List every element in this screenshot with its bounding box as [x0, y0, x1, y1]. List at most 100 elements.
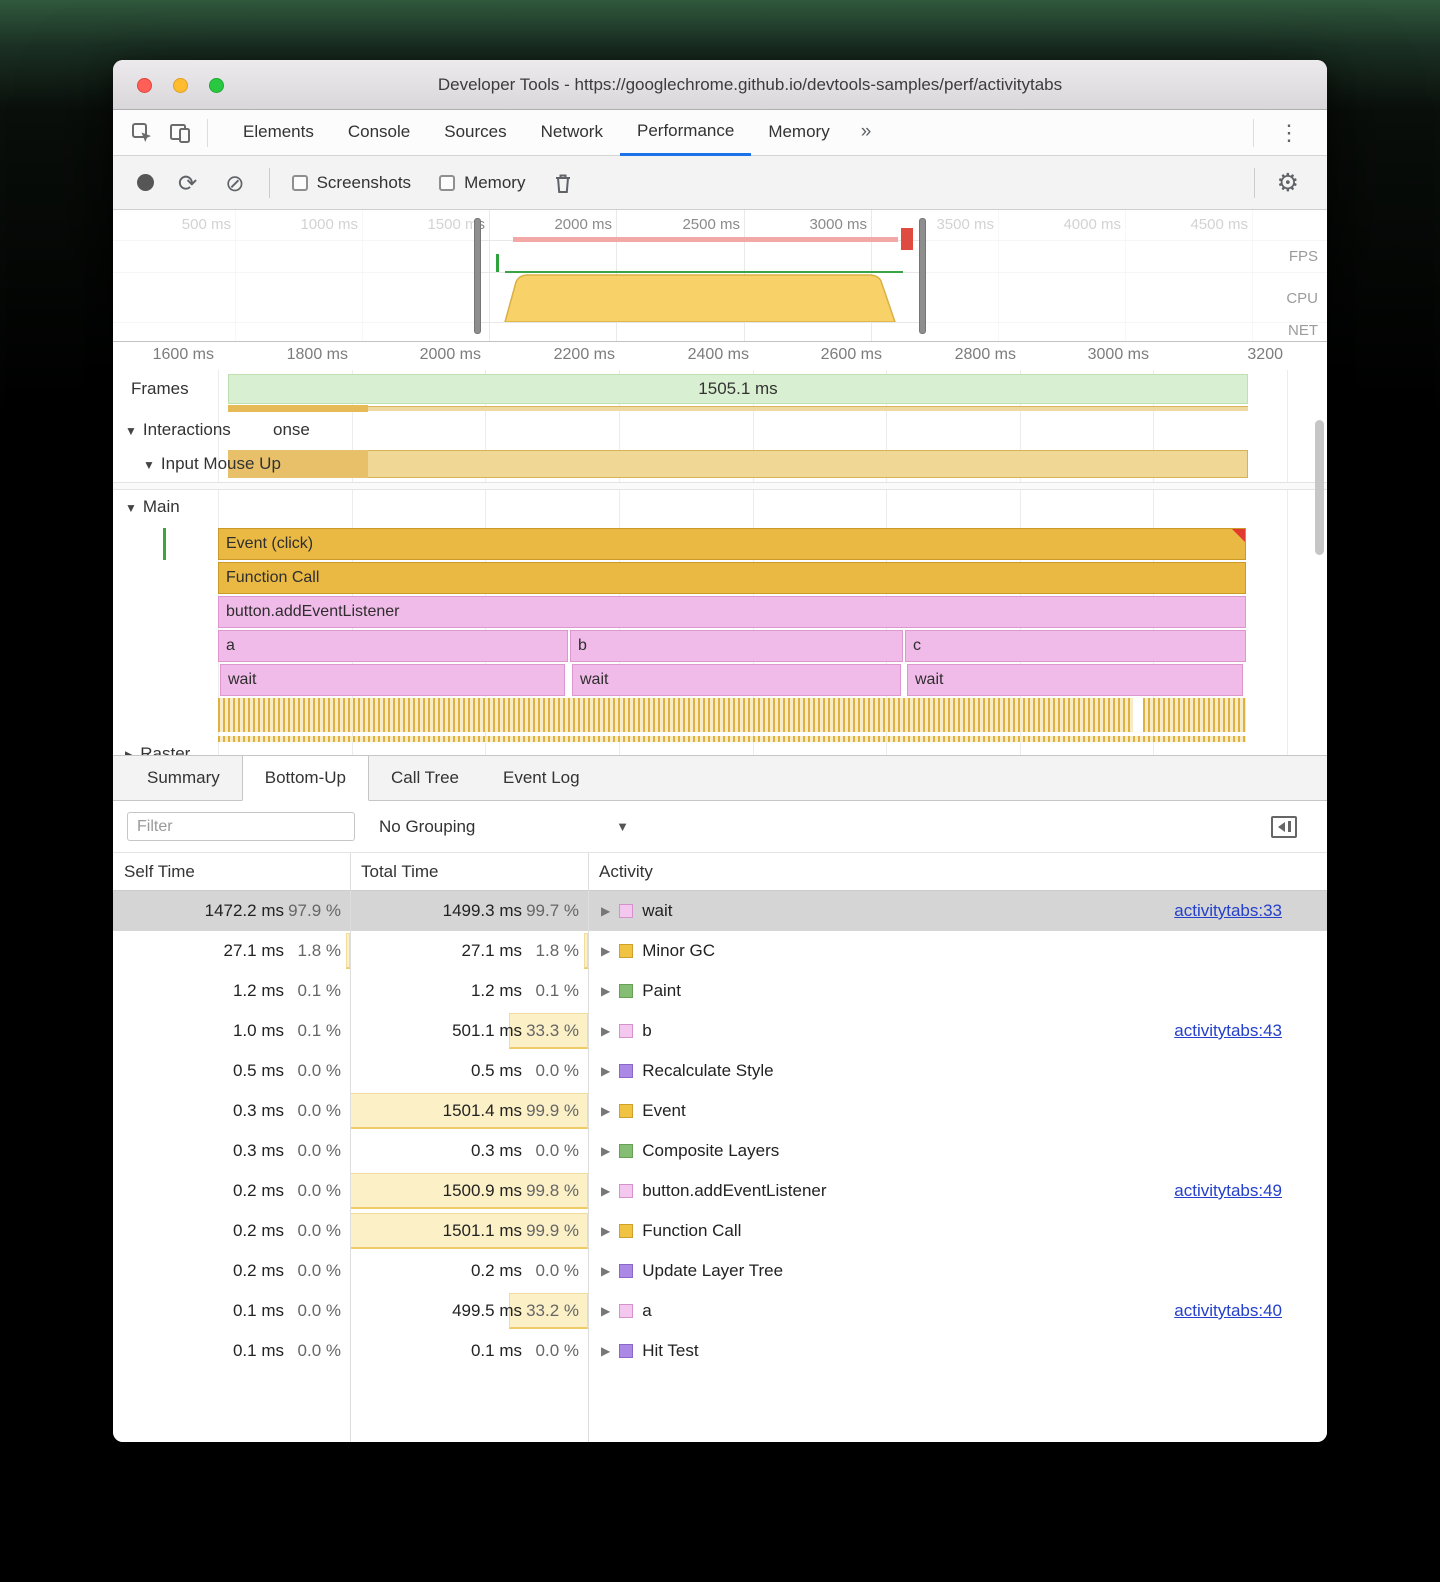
table-row[interactable]: 0.3 ms 0.0 % 0.3 ms 0.0 % ▶ Composite La… [113, 1131, 1327, 1171]
table-row[interactable]: 0.1 ms 0.0 % 499.5 ms 33.2 % ▶ a activit… [113, 1291, 1327, 1331]
header-total-time[interactable]: Total Time [361, 862, 439, 881]
table-row[interactable]: 0.2 ms 0.0 % 0.2 ms 0.0 % ▶ Update Layer… [113, 1251, 1327, 1291]
flame-bar-wait-2[interactable]: wait [572, 664, 901, 696]
flame-bar-b[interactable]: b [570, 630, 903, 662]
source-link[interactable]: activitytabs:49 [1174, 1181, 1282, 1200]
expand-arrow-icon[interactable]: ▶ [601, 1144, 611, 1158]
tab-elements[interactable]: Elements [243, 121, 314, 141]
source-link[interactable]: activitytabs:40 [1174, 1301, 1282, 1320]
frames-track-label: Frames [131, 379, 189, 398]
flame-bar-event-click[interactable]: Event (click) [218, 528, 1246, 560]
heaviest-stack-toggle[interactable] [1271, 815, 1297, 838]
more-tabs-button[interactable]: » [860, 120, 872, 142]
reload-and-profile-button[interactable]: ⟳ [178, 169, 198, 196]
tab-call-tree[interactable]: Call Tree [390, 768, 460, 787]
device-toolbar-button[interactable] [161, 110, 199, 156]
activity-cell: ▶ b activitytabs:43 [588, 1011, 1327, 1051]
tab-summary[interactable]: Summary [147, 768, 220, 787]
flame-bar-wait-3[interactable]: wait [907, 664, 1243, 696]
raster-section-label[interactable]: ▶ Raster [125, 744, 190, 755]
micro-tasks-stripe[interactable] [1143, 698, 1246, 732]
expand-arrow-icon[interactable]: ▶ [601, 1304, 611, 1318]
tab-memory[interactable]: Memory [768, 121, 830, 141]
tab-performance[interactable]: Performance [619, 110, 752, 156]
flame-chart[interactable]: 1600 ms 1800 ms 2000 ms 2200 ms 2400 ms 2600 … [113, 342, 1327, 755]
grouping-value: No Grouping [379, 816, 476, 836]
screenshots-checkbox[interactable] [291, 174, 308, 191]
ruler-label: 1800 ms [286, 346, 348, 363]
expand-arrow-icon[interactable]: ▶ [601, 1184, 611, 1198]
header-self-time[interactable]: Self Time [124, 862, 195, 881]
flame-bar-c[interactable]: c [905, 630, 1246, 662]
frame-duration-label: 1505.1 ms [698, 379, 778, 398]
activity-label: Function Call [642, 1221, 742, 1240]
tab-bottom-up[interactable]: Bottom-Up [241, 756, 369, 801]
column-separator[interactable] [588, 853, 589, 1442]
expand-arrow-icon[interactable]: ▶ [601, 1224, 611, 1238]
expand-arrow-icon[interactable]: ▶ [601, 1064, 611, 1078]
expand-arrow-icon[interactable]: ▶ [601, 1024, 611, 1038]
collapse-arrow-icon[interactable]: ▼ [143, 458, 155, 472]
flame-bar-function-call[interactable]: Function Call [218, 562, 1246, 594]
header-activity[interactable]: Activity [599, 862, 653, 881]
expand-arrow-icon[interactable]: ▶ [601, 904, 611, 918]
input-mouse-up-bar[interactable] [228, 450, 1248, 478]
self-time-percent: 1.8 % [297, 941, 341, 960]
tab-network[interactable]: Network [540, 121, 603, 141]
table-row[interactable]: 0.2 ms 0.0 % 1500.9 ms 99.8 % ▶ button.a… [113, 1171, 1327, 1211]
total-time-heat [508, 1293, 588, 1329]
expand-arrow-icon[interactable]: ▶ [601, 1344, 611, 1358]
collapse-arrow-icon[interactable]: ▼ [125, 501, 137, 515]
self-time-cell: 0.2 ms 0.0 % [113, 1211, 350, 1251]
interactions-section-label[interactable]: ▼ Interactions [125, 420, 231, 439]
inspect-element-button[interactable] [123, 110, 161, 156]
tab-event-log[interactable]: Event Log [503, 768, 580, 787]
expand-arrow-icon[interactable]: ▶ [125, 748, 135, 755]
micro-tasks-stripe[interactable] [218, 698, 1133, 732]
tab-console[interactable]: Console [347, 121, 411, 141]
clear-recording-button[interactable]: ⊘ [225, 169, 245, 196]
selection-handle-right[interactable] [919, 218, 926, 334]
record-button[interactable] [137, 174, 154, 191]
expand-arrow-icon[interactable]: ▶ [601, 944, 611, 958]
overflow-menu-button[interactable]: ⋮ [1278, 119, 1301, 145]
main-section-label[interactable]: ▼ Main [125, 497, 180, 516]
category-swatch-icon [619, 1064, 634, 1078]
close-button[interactable] [137, 77, 152, 93]
zoom-button[interactable] [209, 77, 224, 93]
expand-arrow-icon[interactable]: ▶ [601, 1264, 611, 1278]
column-separator[interactable] [350, 853, 351, 1442]
flame-bar-add-event-listener[interactable]: button.addEventListener [218, 596, 1246, 628]
flame-scrollbar-thumb[interactable] [1315, 420, 1324, 555]
collapse-arrow-icon[interactable]: ▼ [125, 424, 137, 438]
fps-track-label: FPS [1288, 248, 1318, 265]
settings-gear-icon[interactable]: ⚙ [1276, 168, 1299, 197]
source-link[interactable]: activitytabs:33 [1174, 901, 1282, 920]
frames-bar[interactable]: 1505.1 ms [228, 374, 1248, 404]
flame-bar-a[interactable]: a [218, 630, 568, 662]
total-time-heat [350, 1093, 588, 1129]
filter-input[interactable] [127, 812, 355, 841]
minimize-button[interactable] [173, 77, 188, 93]
grouping-dropdown[interactable]: No Grouping ▼ [379, 817, 629, 837]
table-body: 1472.2 ms 97.9 % 1499.3 ms 99.7 % ▶ wait… [113, 891, 1327, 1371]
table-row[interactable]: 0.5 ms 0.0 % 0.5 ms 0.0 % ▶ Recalculate … [113, 1051, 1327, 1091]
source-link[interactable]: activitytabs:43 [1174, 1021, 1282, 1040]
garbage-collect-button[interactable] [541, 172, 585, 194]
category-swatch-icon [619, 1344, 634, 1358]
table-row[interactable]: 27.1 ms 1.8 % 27.1 ms 1.8 % ▶ Minor GC [113, 931, 1327, 971]
table-row[interactable]: 1.2 ms 0.1 % 1.2 ms 0.1 % ▶ Paint [113, 971, 1327, 1011]
flame-bar-wait-1[interactable]: wait [220, 664, 565, 696]
selection-handle-left[interactable] [474, 218, 481, 334]
tab-sources[interactable]: Sources [444, 121, 507, 141]
expand-arrow-icon[interactable]: ▶ [601, 1104, 611, 1118]
table-row[interactable]: 0.1 ms 0.0 % 0.1 ms 0.0 % ▶ Hit Test [113, 1331, 1327, 1371]
memory-checkbox[interactable] [439, 174, 456, 191]
table-row[interactable]: 1472.2 ms 97.9 % 1499.3 ms 99.7 % ▶ wait… [113, 891, 1327, 931]
expand-arrow-icon[interactable]: ▶ [601, 984, 611, 998]
table-row[interactable]: 1.0 ms 0.1 % 501.1 ms 33.3 % ▶ b activit… [113, 1011, 1327, 1051]
input-mouse-up-label[interactable]: ▼ Input Mouse Up [143, 454, 281, 473]
table-row[interactable]: 0.3 ms 0.0 % 1501.4 ms 99.9 % ▶ Event [113, 1091, 1327, 1131]
table-row[interactable]: 0.2 ms 0.0 % 1501.1 ms 99.9 % ▶ Function… [113, 1211, 1327, 1251]
